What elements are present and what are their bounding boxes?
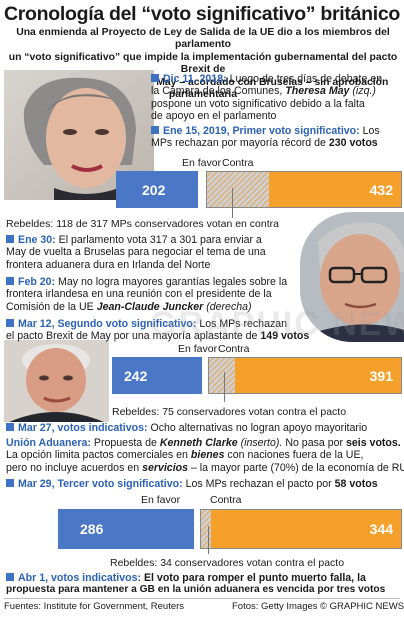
vote2-majority-marker — [224, 372, 225, 402]
page-title: Cronología del “voto significativo” brit… — [3, 3, 401, 25]
event-mar-12: Mar 12, Segundo voto significativo: Los … — [6, 318, 310, 343]
watermark: GRAPHIC NEWS — [150, 305, 404, 343]
footer-photos: Fotos: Getty Images — [232, 601, 318, 612]
vote3-against-label: Contra — [210, 494, 242, 506]
bullet-icon — [6, 423, 14, 431]
bullet-icon — [151, 74, 159, 82]
vote1-rebels: Rebeldes: 118 de 317 MPs conservadores v… — [6, 218, 279, 230]
vote3-majority-marker — [208, 526, 209, 554]
vote1-against-bar: 432 — [206, 171, 402, 208]
footer-sources: Fuentes: Institute for Government, Reute… — [4, 601, 185, 612]
bullet-icon — [6, 479, 14, 487]
event-jan-30: Ene 30: El parlamento vota 317 a 301 par… — [6, 234, 266, 271]
photo-kenneth-clarke — [4, 340, 109, 422]
event-mar-29: Mar 29, Tercer voto significativo: Los M… — [6, 478, 402, 490]
vote1-against-label: Contra — [222, 157, 254, 169]
event-dec-11: Dic 11, 2018: Luego de tres días de deba… — [151, 73, 383, 123]
subtitle: Una enmienda al Proyecto de Ley de Salid… — [8, 27, 398, 101]
vote2-rebels: Rebeldes: 75 conservadores votan contra … — [112, 406, 347, 418]
vote1-for-bar: 202 — [116, 171, 198, 208]
bullet-icon — [151, 126, 159, 134]
vote3-against-bar: 344 — [200, 509, 402, 549]
vote3-for-bar: 286 — [58, 509, 194, 549]
vote3-for-label: En favor — [141, 494, 181, 506]
footer-credit: © GRAPHIC NEWS — [320, 601, 404, 612]
photo-jean-claude-juncker — [300, 212, 404, 342]
bullet-icon — [6, 573, 14, 581]
bullet-icon — [6, 235, 14, 243]
event-jan-15: Ene 15, 2019, Primer voto significativo:… — [151, 125, 380, 150]
vote3-rebels: Rebeldes: 34 conservadores votan contra … — [110, 557, 345, 569]
event-customs-union: Unión Aduanera: Propuesta de Kenneth Cla… — [6, 437, 404, 474]
bullet-icon — [6, 319, 14, 327]
vote1-for-label: En favor — [182, 157, 222, 169]
vote2-for-bar: 242 — [112, 357, 202, 394]
vote2-against-label: Contra — [218, 343, 250, 355]
vote2-for-label: En favor — [178, 343, 218, 355]
bullet-icon — [6, 277, 14, 285]
footer-divider — [4, 598, 400, 599]
photo-theresa-may — [4, 70, 154, 200]
vote2-against-bar: 391 — [208, 357, 402, 394]
event-apr-1: Abr 1, votos indicativos: El voto para r… — [6, 572, 386, 596]
vote1-majority-marker — [232, 188, 233, 218]
event-mar-27: Mar 27, votos indicativos: Ocho alternat… — [6, 422, 402, 434]
event-feb-20: Feb 20: May no logra mayores garantías l… — [6, 276, 288, 313]
